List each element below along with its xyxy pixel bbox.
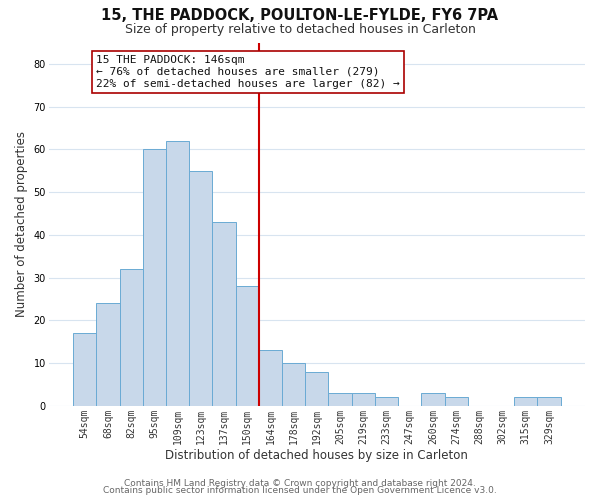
Bar <box>166 141 189 406</box>
Bar <box>375 398 398 406</box>
Bar <box>259 350 282 406</box>
Bar <box>445 398 468 406</box>
Bar <box>189 171 212 406</box>
Bar <box>421 393 445 406</box>
Bar <box>305 372 328 406</box>
Bar <box>538 398 560 406</box>
Text: Contains public sector information licensed under the Open Government Licence v3: Contains public sector information licen… <box>103 486 497 495</box>
Text: 15 THE PADDOCK: 146sqm
← 76% of detached houses are smaller (279)
22% of semi-de: 15 THE PADDOCK: 146sqm ← 76% of detached… <box>97 56 400 88</box>
Bar <box>282 363 305 406</box>
Text: 15, THE PADDOCK, POULTON-LE-FYLDE, FY6 7PA: 15, THE PADDOCK, POULTON-LE-FYLDE, FY6 7… <box>101 8 499 22</box>
Bar <box>352 393 375 406</box>
Bar <box>119 269 143 406</box>
Bar <box>143 150 166 406</box>
X-axis label: Distribution of detached houses by size in Carleton: Distribution of detached houses by size … <box>166 450 468 462</box>
Bar <box>212 222 236 406</box>
Bar <box>236 286 259 406</box>
Text: Contains HM Land Registry data © Crown copyright and database right 2024.: Contains HM Land Registry data © Crown c… <box>124 478 476 488</box>
Y-axis label: Number of detached properties: Number of detached properties <box>15 131 28 317</box>
Bar <box>514 398 538 406</box>
Text: Size of property relative to detached houses in Carleton: Size of property relative to detached ho… <box>125 22 475 36</box>
Bar <box>97 304 119 406</box>
Bar <box>328 393 352 406</box>
Bar <box>73 333 97 406</box>
